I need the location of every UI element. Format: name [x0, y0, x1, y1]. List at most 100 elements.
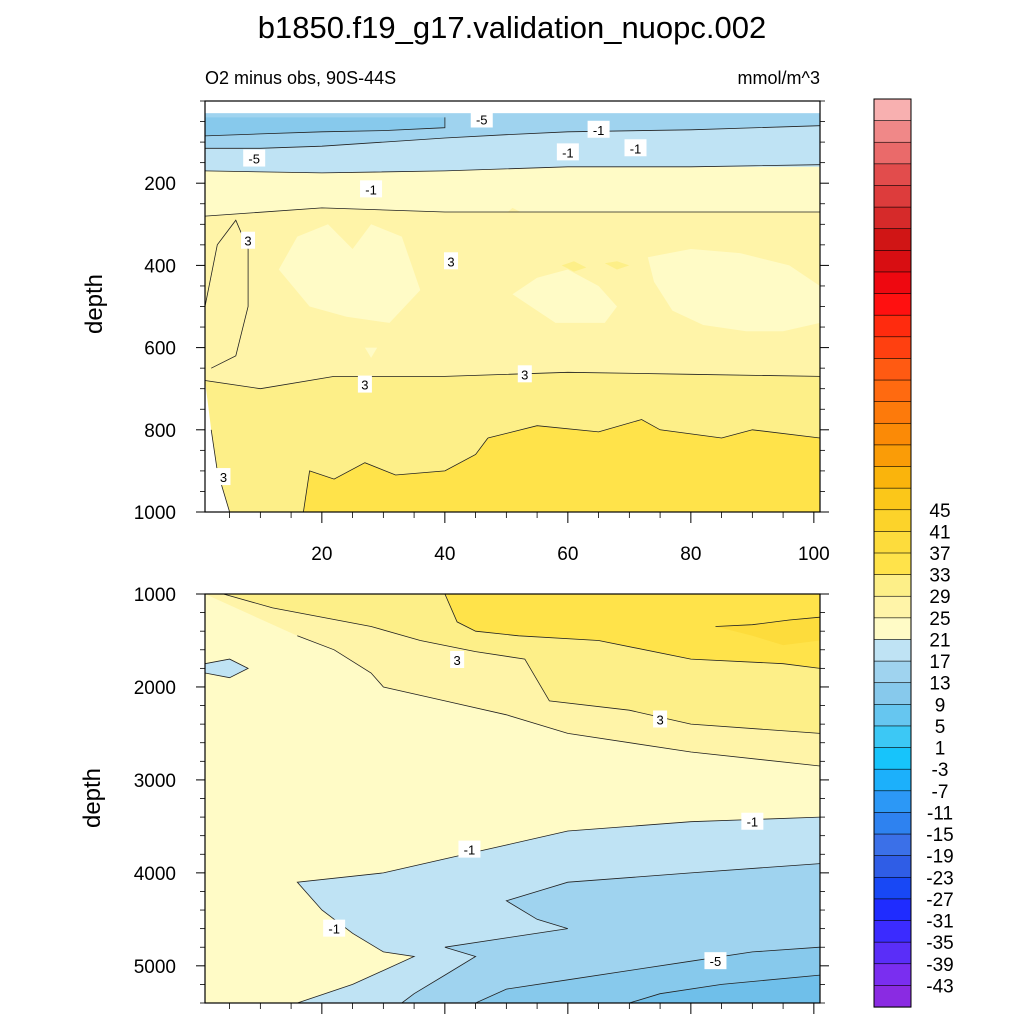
lower-contour-line-8 [205, 658, 249, 679]
lower-contour-label-5: -5 [710, 954, 722, 969]
upper-contour-label-10: 3 [220, 470, 227, 485]
lower-y-tick-label-2: 3000 [134, 771, 176, 792]
lower-contour-label-bg-2 [458, 840, 481, 858]
upper-contour-fill-1 [205, 372, 820, 512]
upper-contour-fill-10 [205, 117, 445, 136]
colorbar-swatch-24 [873, 617, 912, 641]
chart-title: b1850.f19_g17.validation_nuopc.002 [258, 10, 767, 45]
upper-contour-label-2: -1 [630, 141, 642, 156]
colorbar-label-12: 5 [935, 717, 946, 738]
colorbar-swatch-38 [873, 920, 912, 943]
panel-lower: 3 3 -1 -1 -1 -5 1000 2000 3000 4000 5000 [134, 585, 829, 1014]
contour-panels: -5 -1 -1 -5 -1 -1 3 3 3 3 3 200 400 600 800 1000 20 40 60 8… [134, 100, 830, 1014]
upper-contour-line-4 [205, 164, 820, 174]
colorbar-swatch-28 [873, 704, 912, 727]
upper-contour-fill-4 [278, 224, 421, 323]
colorbar-label-21: 41 [929, 522, 950, 543]
upper-contour-label-7: 3 [447, 254, 454, 269]
upper-contour-label-bg-2 [624, 139, 647, 157]
upper-contour-label-bg-6 [241, 231, 256, 249]
colorbar-swatch-18 [873, 487, 912, 511]
upper-contour-fill-13 [604, 261, 630, 270]
lower-y-tick-label-1: 2000 [134, 678, 176, 699]
colorbar-swatch-19 [873, 509, 912, 532]
colorbar-swatch-10 [873, 314, 912, 338]
lower-y-tick-label-3: 4000 [134, 864, 176, 885]
upper-y-tick-label-2: 600 [144, 339, 176, 360]
lower-contour-label-bg-0 [450, 650, 465, 668]
colorbar-label-9: -7 [932, 782, 949, 803]
colorbar-swatch-33 [873, 812, 912, 835]
upper-contour-label-9: 3 [521, 367, 528, 382]
upper-contour-fill-0 [303, 419, 820, 512]
upper-x-tick-label-0: 20 [311, 544, 332, 565]
colorbar-swatch-5 [873, 206, 912, 230]
upper-y-tick-label-3: 800 [144, 421, 176, 442]
colorbar-swatch-8 [873, 271, 912, 295]
lower-contour-line-6 [475, 946, 820, 1003]
colorbar-swatch-22 [873, 574, 912, 597]
upper-x-tick-label-3: 80 [680, 544, 701, 565]
colorbar-swatch-21 [873, 552, 912, 576]
upper-contour-label-bg-0 [470, 110, 493, 128]
colorbar-label-19: 33 [929, 566, 950, 587]
upper-contour-label-bg-8 [357, 375, 372, 393]
lower-contour-label-4: -1 [328, 922, 340, 937]
colorbar-swatch-30 [873, 747, 912, 770]
colorbar-swatch-16 [873, 444, 912, 468]
upper-y-tick-label-4: 1000 [134, 503, 176, 524]
colorbar-label-8: -11 [927, 803, 953, 824]
colorbar-label-17: 25 [929, 609, 950, 630]
upper-contour-fill-5 [512, 269, 617, 323]
colorbar-swatch-9 [873, 293, 912, 316]
lower-contour-label-bg-1 [653, 710, 668, 728]
colorbar-swatch-3 [873, 163, 912, 187]
upper-contour-label-1: -1 [593, 123, 605, 138]
colorbar-swatch-31 [873, 768, 912, 792]
upper-contour-fill-6 [647, 249, 820, 332]
colorbar-swatch-36 [873, 876, 912, 900]
colorbar-swatch-32 [873, 790, 912, 814]
lower-contour-label-0: 3 [454, 653, 461, 668]
upper-x-tick-label-2: 60 [557, 544, 578, 565]
upper-y-tick-label-1: 400 [144, 256, 176, 277]
upper-contour-label-bg-7 [444, 252, 458, 270]
lower-contour-fill-9 [629, 975, 820, 1003]
upper-contour-line-0 [205, 371, 820, 390]
colorbar-label-22: 45 [929, 501, 950, 522]
lower-contour-label-1: 3 [656, 712, 663, 727]
upper-contour-label-6: 3 [244, 234, 251, 249]
upper-contour-fill-12 [561, 261, 587, 272]
lower-contour-line-5 [401, 863, 820, 1003]
colorbar-frame [873, 98, 912, 1008]
colorbar-swatch-35 [873, 855, 912, 878]
colorbar-swatch-34 [873, 833, 912, 857]
colorbar-label-18: 29 [929, 587, 950, 608]
colorbar-swatch-1 [873, 120, 912, 143]
upper-contour-label-bg-4 [556, 143, 579, 161]
upper-contour-label-bg-5 [360, 180, 383, 198]
upper-contour-fill-11 [494, 207, 556, 233]
upper-y-axis-label: depth [81, 274, 108, 334]
colorbar: -43-39-35-31-27-23-19-15-11-7-3159131721… [873, 98, 954, 1008]
colorbar-label-14: 13 [929, 674, 950, 695]
colorbar-swatch-25 [873, 639, 912, 662]
upper-x-tick-label-4: 100 [798, 544, 830, 565]
colorbar-swatch-26 [873, 660, 912, 684]
lower-contour-fill-4 [715, 617, 820, 646]
upper-contour-fill-14 [364, 347, 378, 358]
colorbar-swatch-29 [873, 725, 912, 749]
lower-contour-label-bg-5 [704, 952, 727, 970]
colorbar-label-15: 17 [929, 652, 950, 673]
colorbar-swatch-39 [873, 941, 912, 965]
lower-y-tick-label-4: 5000 [134, 957, 176, 978]
upper-contour-line-5 [205, 125, 820, 149]
colorbar-swatch-4 [873, 185, 912, 208]
colorbar-swatch-15 [873, 422, 912, 446]
lower-contour-label-3: -1 [747, 815, 759, 830]
lower-contour-label-2: -1 [464, 843, 476, 858]
colorbar-swatch-2 [873, 141, 912, 165]
colorbar-swatch-37 [873, 898, 912, 922]
colorbar-label-6: -19 [926, 847, 953, 868]
